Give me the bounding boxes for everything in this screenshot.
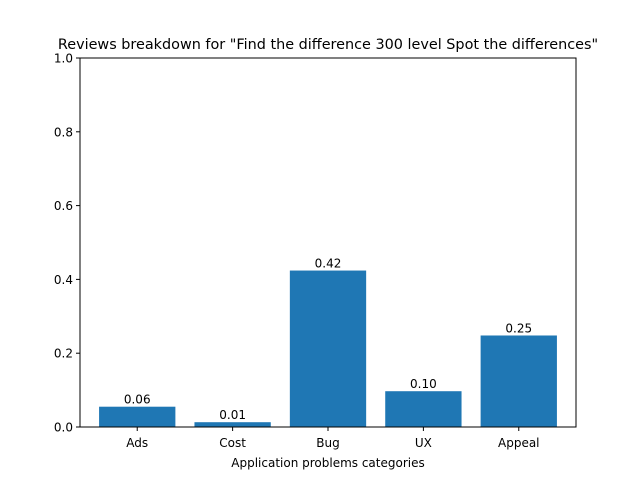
- bar-value-label: 0.01: [219, 408, 246, 422]
- bar-value-label: 0.42: [315, 257, 342, 271]
- x-axis: Ads Cost Bug UX Appeal: [126, 427, 540, 450]
- x-tick-label: Bug: [316, 436, 339, 450]
- bar-value-label: 0.10: [410, 377, 437, 391]
- x-axis-label: Application problems categories: [231, 456, 424, 470]
- x-tick-label: Cost: [219, 436, 246, 450]
- bar-ads: [99, 406, 176, 427]
- x-tick-label: UX: [415, 436, 432, 450]
- plot-frame: [79, 57, 577, 428]
- y-tick-label: 1.0: [54, 52, 73, 66]
- y-tick-label: 0.6: [54, 199, 73, 213]
- bar-appeal: [480, 335, 557, 427]
- bar-ux: [385, 391, 462, 427]
- y-tick-label: 0.2: [54, 347, 73, 361]
- y-tick-label: 0.8: [54, 125, 73, 139]
- y-tick-label: 0.4: [54, 273, 73, 287]
- y-axis: 0.0 0.2 0.4 0.6 0.8 1.0: [54, 52, 80, 435]
- bar-value-label: 0.25: [505, 321, 532, 335]
- bar-value-labels: 0.06 0.01 0.42 0.10 0.25: [124, 257, 532, 423]
- y-tick-label: 0.0: [54, 421, 73, 435]
- x-tick-label: Ads: [126, 436, 148, 450]
- chart-title: Reviews breakdown for "Find the differen…: [58, 37, 598, 53]
- bar-value-label: 0.06: [124, 393, 151, 407]
- x-tick-label: Appeal: [498, 436, 540, 450]
- bar-bug: [289, 270, 367, 427]
- bars-group: [99, 270, 557, 427]
- bar-cost: [194, 422, 271, 427]
